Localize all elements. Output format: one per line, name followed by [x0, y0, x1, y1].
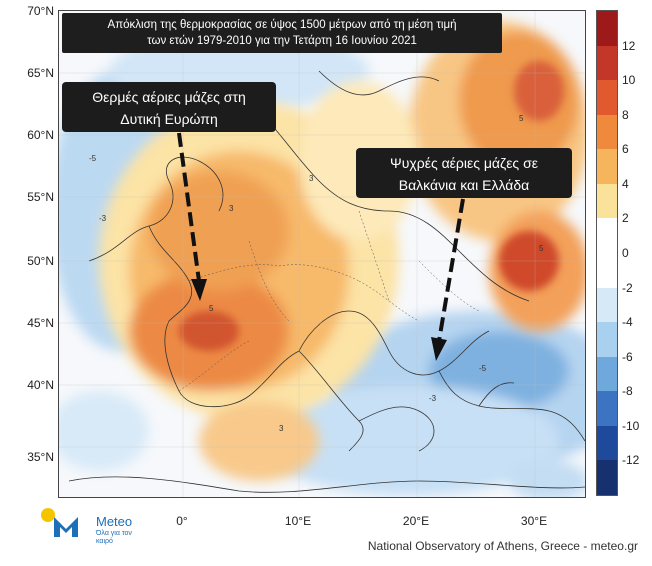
colorbar-label: -8: [622, 384, 633, 399]
colorbar-label: -12: [622, 453, 640, 468]
logo-name: Meteo: [96, 514, 133, 529]
lat-label: 50°N: [27, 254, 54, 268]
arrow-east: [431, 198, 465, 361]
colorbar-segment: [597, 45, 617, 81]
colorbar-segment: [597, 252, 617, 288]
colorbar-segment: [597, 149, 617, 184]
colorbar-segment: [597, 322, 617, 357]
source-credit: National Observatory of Athens, Greece -…: [367, 539, 638, 553]
contour-value-labels: 3 5 -3 -5 3 5 -3 -5 5 3: [89, 114, 544, 433]
colorbar-label: 2: [622, 211, 629, 226]
contour-label: 3: [279, 424, 284, 433]
colorbar-segment: [597, 114, 617, 150]
lon-label: 0°: [176, 514, 188, 528]
colorbar-segment: [597, 11, 617, 46]
lon-label: 20°E: [402, 514, 430, 528]
colorbar-label: 4: [622, 176, 629, 191]
colorbar-label: -2: [622, 280, 633, 295]
lat-label: 65°N: [27, 66, 54, 80]
colorbar-label: -6: [622, 349, 633, 364]
callout-line-2: Δυτική Ευρώπη: [120, 111, 218, 127]
colorbar-segment: [597, 287, 617, 323]
colorbar-segment: [597, 183, 617, 219]
lat-label: 55°N: [27, 190, 54, 204]
colorbar-segment: [597, 356, 617, 392]
lat-label: 45°N: [27, 316, 54, 330]
lon-label: 30°E: [520, 514, 548, 528]
lon-label: 10°E: [284, 514, 312, 528]
lat-label: 40°N: [27, 378, 54, 392]
contour-label: 5: [539, 244, 544, 253]
contour-label: 5: [209, 304, 214, 313]
colorbar-segment: [597, 425, 617, 461]
contour-label: -5: [479, 364, 487, 373]
callout-line-1: Θερμές αέριες μάζες στη: [92, 89, 246, 105]
map-title: Απόκλιση της θερμοκρασίας σε ύψος 1500 μ…: [62, 13, 502, 53]
colorbar-segment: [597, 218, 617, 253]
lat-label: 35°N: [27, 450, 54, 464]
hot-core-fields: [179, 61, 564, 351]
colorbar: [596, 10, 618, 496]
lat-label: 60°N: [27, 128, 54, 142]
contour-label: -5: [89, 154, 97, 163]
callout-warm-air-west-europe: Θερμές αέριες μάζες στη Δυτική Ευρώπη: [62, 82, 276, 132]
colorbar-label: 10: [622, 73, 636, 88]
colorbar-label: 0: [622, 246, 629, 260]
callout-line-1: Ψυχρές αέριες μάζες σε: [390, 155, 538, 171]
title-line-1: Απόκλιση της θερμοκρασίας σε ύψος 1500 μ…: [107, 19, 457, 31]
contour-label: -3: [99, 214, 107, 223]
colorbar-label: -4: [622, 315, 633, 330]
contour-label: 3: [229, 204, 234, 213]
meteo-logo-icon: [41, 508, 78, 537]
arrow-west: [177, 132, 207, 301]
contour-label: 3: [309, 174, 314, 183]
colorbar-label: 12: [622, 38, 636, 53]
colorbar-label: 6: [622, 142, 629, 157]
coastlines: [68, 70, 585, 493]
colorbar-label: -10: [622, 418, 640, 433]
lat-label: 70°N: [27, 4, 54, 18]
colorbar-label: 8: [622, 107, 629, 122]
callout-cold-air-balkans-greece: Ψυχρές αέριες μάζες σε Βαλκάνια και Ελλά…: [356, 148, 572, 198]
logo-tagline: Όλα για τον καιρό: [96, 530, 132, 545]
colorbar-segment: [597, 460, 617, 495]
colorbar-segment: [597, 391, 617, 426]
title-line-2: των ετών 1979-2010 για την Τετάρτη 16 Ιο…: [147, 35, 417, 47]
callout-line-2: Βαλκάνια και Ελλάδα: [398, 177, 530, 193]
contour-label: -3: [429, 394, 437, 403]
colorbar-segment: [597, 80, 617, 115]
contour-label: 5: [519, 114, 524, 123]
